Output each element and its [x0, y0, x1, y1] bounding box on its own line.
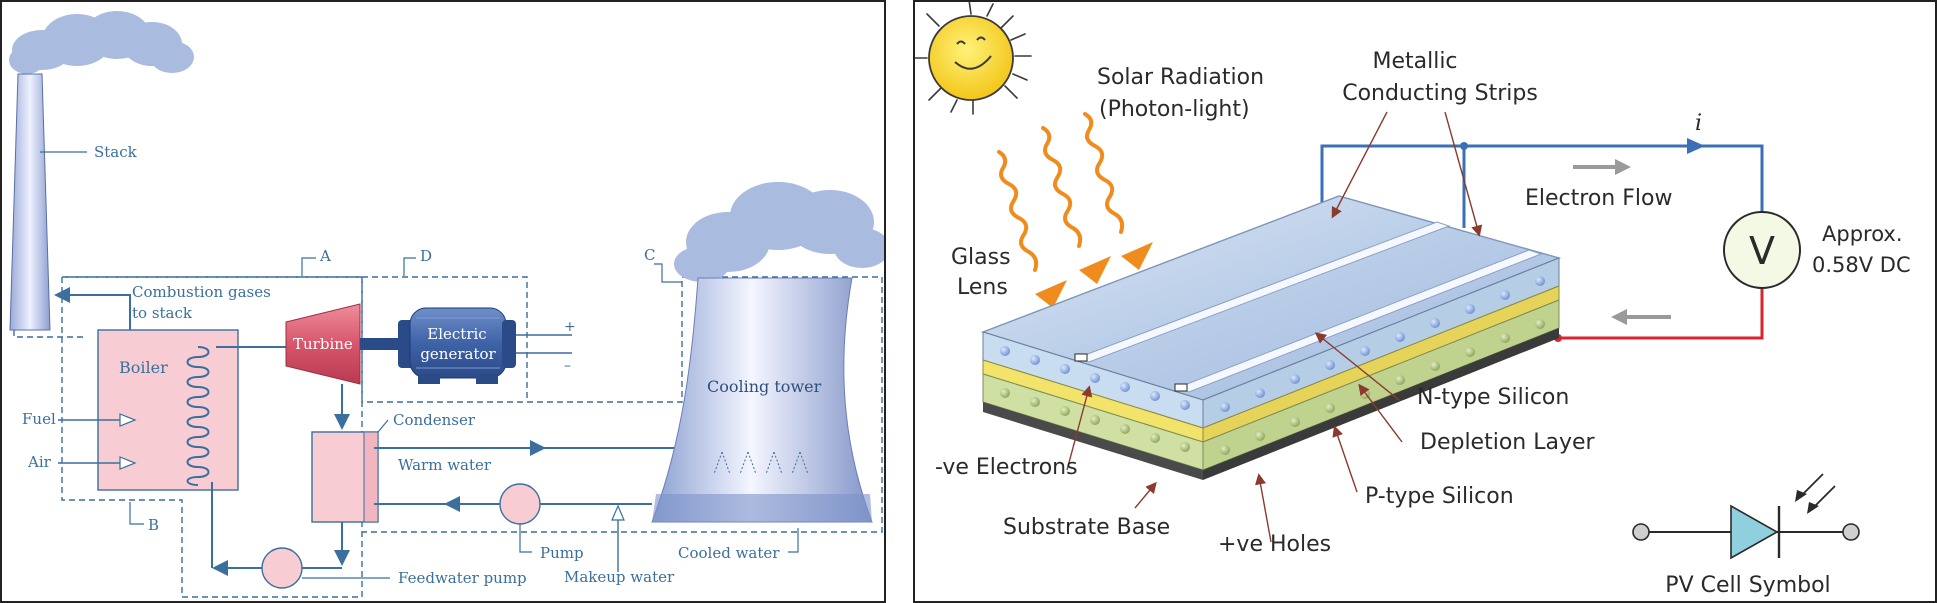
air-label: Air — [27, 453, 52, 471]
feedwater-pump-label: Feedwater pump — [398, 569, 527, 587]
power-plant-diagram: A D C B Stack Combustion gases to stack … — [0, 0, 886, 603]
pv-cell-symbol-label: PV Cell Symbol — [1665, 573, 1830, 598]
electron-flow-arrow-right — [1615, 159, 1631, 175]
solar-radiation-label: Solar Radiation — [1097, 65, 1264, 90]
cooling-tower — [651, 182, 884, 523]
zone-label-a: A — [319, 247, 331, 265]
electron-flow-arrow-left — [1611, 309, 1627, 325]
solar-cell-diagram: Solar Radiation (Photon-light) Metallic … — [913, 0, 1937, 603]
substrate-base-label: Substrate Base — [1003, 515, 1170, 540]
zone-label-d: D — [420, 247, 432, 265]
air-arrow — [119, 456, 137, 470]
external-circuit — [1320, 144, 1764, 340]
boiler-label: Boiler — [119, 358, 168, 377]
combustion-gases-label: Combustion gases — [132, 283, 271, 301]
generator-plus: + — [564, 319, 576, 335]
voltmeter — [1723, 211, 1801, 289]
stack — [9, 73, 51, 331]
zone-label-b: B — [148, 516, 159, 534]
power-plant-svg: A D C B Stack Combustion gases to stack … — [9, 11, 884, 598]
turbine-label: Turbine — [293, 335, 353, 353]
fuel-label: Fuel — [22, 410, 56, 428]
condenser-label: Condenser — [393, 411, 476, 429]
pump-label: Pump — [540, 544, 584, 562]
voltmeter-label: V — [1749, 229, 1775, 273]
makeup-water-label: Makeup water — [564, 568, 675, 586]
light-rays — [997, 112, 1125, 272]
electron-dots — [1000, 276, 1545, 412]
approx-label: Approx. — [1822, 222, 1903, 246]
glass-label: Glass — [951, 245, 1011, 270]
zone-boundaries — [13, 270, 883, 598]
boiler — [97, 329, 239, 491]
stack-smoke — [9, 11, 194, 74]
sun-icon — [915, 2, 1032, 115]
to-stack-label: to stack — [132, 304, 193, 322]
p-type-label: P-type Silicon — [1365, 484, 1514, 509]
metallic-label: Metallic — [1372, 49, 1457, 74]
photon-light-label: (Photon-light) — [1099, 97, 1250, 122]
turbine — [285, 303, 361, 385]
generator-label-line1: Electric — [427, 325, 486, 343]
holes-label: +ve Holes — [1218, 532, 1331, 557]
stack-label: Stack — [94, 143, 138, 161]
fuel-arrow — [119, 413, 137, 427]
zone-label-c: C — [644, 246, 655, 264]
turbine-shaft — [360, 338, 404, 350]
n-type-label: N-type Silicon — [1417, 385, 1569, 410]
warm-water-label: Warm water — [398, 456, 492, 474]
solar-cell-svg: Solar Radiation (Photon-light) Metallic … — [915, 2, 1911, 598]
conducting-strips-label: Conducting Strips — [1342, 81, 1538, 106]
electrons-label: -ve Electrons — [935, 455, 1078, 480]
depletion-layer-label: Depletion Layer — [1420, 430, 1596, 455]
cooling-tower-label: Cooling tower — [707, 377, 822, 396]
pump — [499, 483, 541, 525]
lens-label: Lens — [957, 275, 1008, 300]
feedwater-pump — [261, 547, 303, 589]
makeup-water-arrow — [611, 504, 625, 521]
pv-cell-symbol — [1632, 473, 1860, 560]
current-arrow — [1687, 138, 1705, 154]
electric-generator — [398, 307, 516, 384]
voltage-label: 0.58V DC — [1812, 253, 1911, 277]
current-symbol: i — [1695, 111, 1702, 136]
electron-flow-label: Electron Flow — [1525, 186, 1672, 211]
generator-label-line2: generator — [420, 345, 496, 363]
cooled-water-label: Cooled water — [678, 544, 780, 562]
generator-minus: – — [564, 358, 571, 374]
boiler-coil — [186, 346, 210, 486]
